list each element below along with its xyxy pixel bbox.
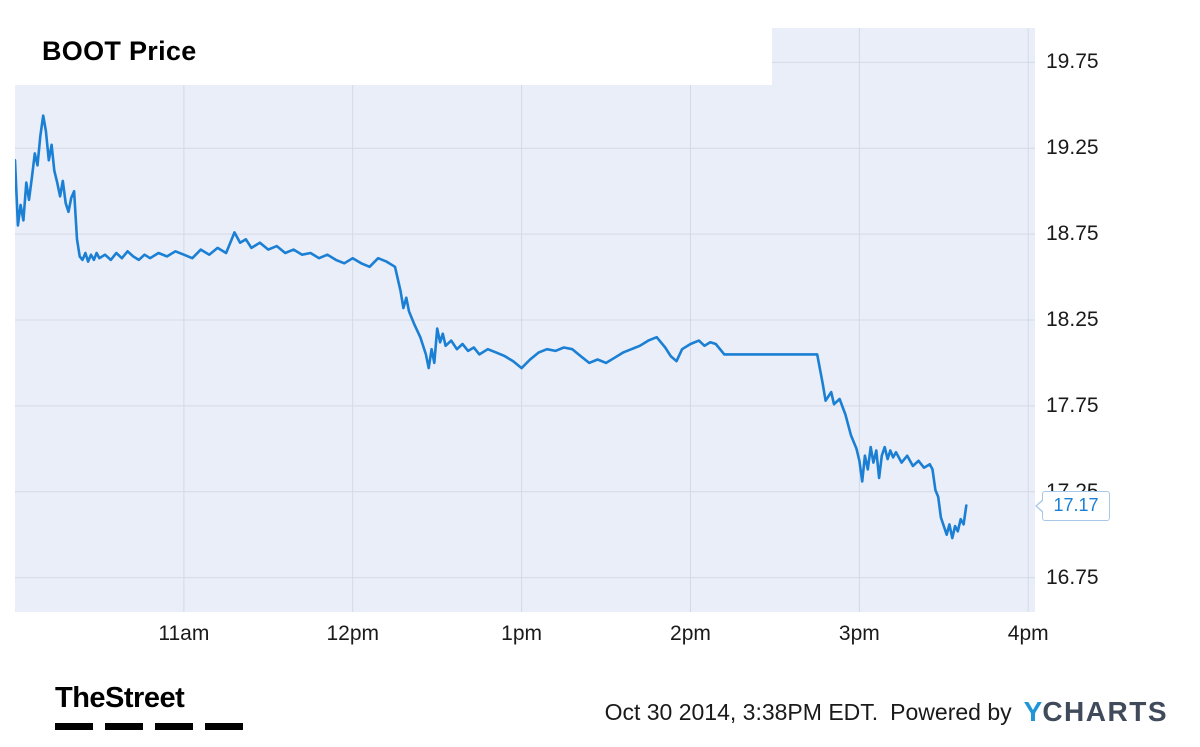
x-axis-label: 2pm: [670, 622, 711, 645]
chart-title-box: BOOT Price: [15, 28, 772, 85]
y-axis-label: 16.75: [1046, 565, 1099, 589]
logo-bar: [55, 723, 93, 730]
x-axis-label: 11am: [158, 622, 210, 645]
y-axis-label: 19.25: [1046, 136, 1099, 160]
chart-title: BOOT Price: [42, 36, 197, 66]
price-line-chart: [15, 28, 1035, 612]
x-axis-label: 4pm: [1007, 622, 1049, 645]
chart-timestamp: Oct 30 2014, 3:38PM EDT.: [604, 698, 879, 725]
logo-bar: [155, 723, 193, 730]
ycharts-logo-charts: CHARTS: [1042, 696, 1168, 727]
thestreet-logo: TheStreet: [55, 682, 243, 730]
price-chart-plot-area: BOOT Price: [15, 28, 1035, 612]
logo-bar: [205, 723, 243, 730]
powered-by-label: Powered by: [890, 698, 1012, 725]
thestreet-logo-bars: [55, 723, 243, 730]
y-axis-label: 19.75: [1046, 50, 1099, 74]
x-axis-label: 12pm: [326, 622, 379, 645]
x-axis-label: 1pm: [501, 622, 543, 645]
footer-attribution: Oct 30 2014, 3:38PM EDT. Powered by YCHA…: [605, 696, 1168, 728]
last-price-value: 17.17: [1053, 495, 1099, 515]
y-axis-label: 17.75: [1046, 393, 1099, 417]
y-axis-label: 18.25: [1046, 308, 1099, 331]
footer: TheStreet Oct 30 2014, 3:38PM EDT. Power…: [0, 660, 1200, 747]
y-axis-label: 18.75: [1046, 222, 1099, 246]
ycharts-logo: YCHARTS: [1024, 696, 1168, 728]
logo-bar: [105, 723, 143, 730]
ycharts-logo-y: Y: [1023, 696, 1043, 727]
x-axis-label: 3pm: [838, 622, 880, 645]
last-price-callout: 17.17: [1035, 490, 1110, 521]
thestreet-logo-text: TheStreet: [55, 682, 185, 714]
